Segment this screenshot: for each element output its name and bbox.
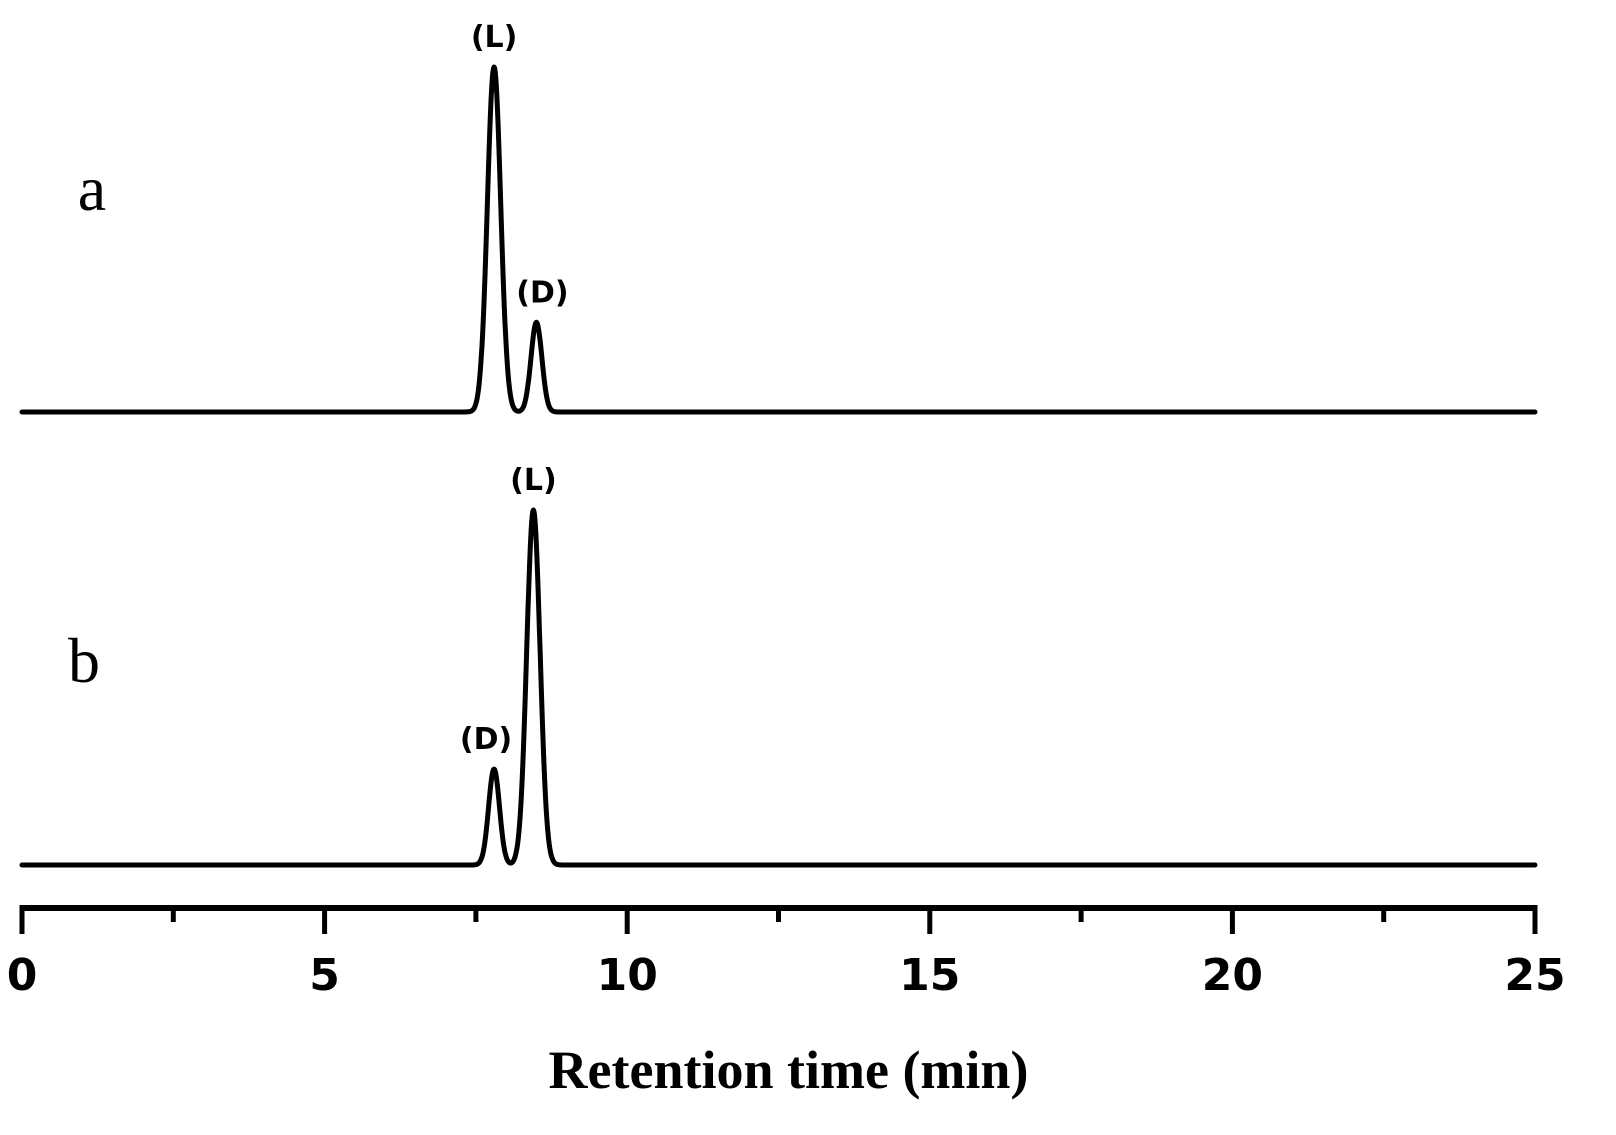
x-axis-ticks — [19, 905, 1538, 934]
peak-label-b-1: (L) — [510, 463, 557, 498]
x-tick-label-10: 10 — [597, 950, 658, 1001]
x-tick-label-5: 5 — [309, 950, 340, 1001]
peak-label-a-0: (L) — [471, 20, 518, 55]
peak-labels-group: (L) (D) (D) (L) — [460, 20, 569, 757]
x-axis: 0 5 10 15 20 25 — [7, 905, 1566, 1001]
x-tick-label-15: 15 — [899, 950, 960, 1001]
trace-labels-group: ab — [68, 153, 106, 696]
x-tick-label-25: 25 — [1504, 950, 1565, 1001]
peak-label-b-0: (D) — [460, 722, 512, 757]
traces-group — [19, 64, 1538, 868]
trace-label-a: a — [78, 153, 106, 224]
x-tick-label-20: 20 — [1202, 950, 1263, 1001]
trace-line-a — [19, 64, 1538, 415]
peak-label-a-1: (D) — [516, 275, 568, 310]
x-axis-tick-labels: 0 5 10 15 20 25 — [7, 950, 1566, 1001]
trace-label-b: b — [68, 625, 100, 696]
trace-line-b — [19, 507, 1538, 868]
x-axis-title: Retention time (min) — [549, 1040, 1029, 1100]
x-tick-label-0: 0 — [7, 950, 38, 1001]
